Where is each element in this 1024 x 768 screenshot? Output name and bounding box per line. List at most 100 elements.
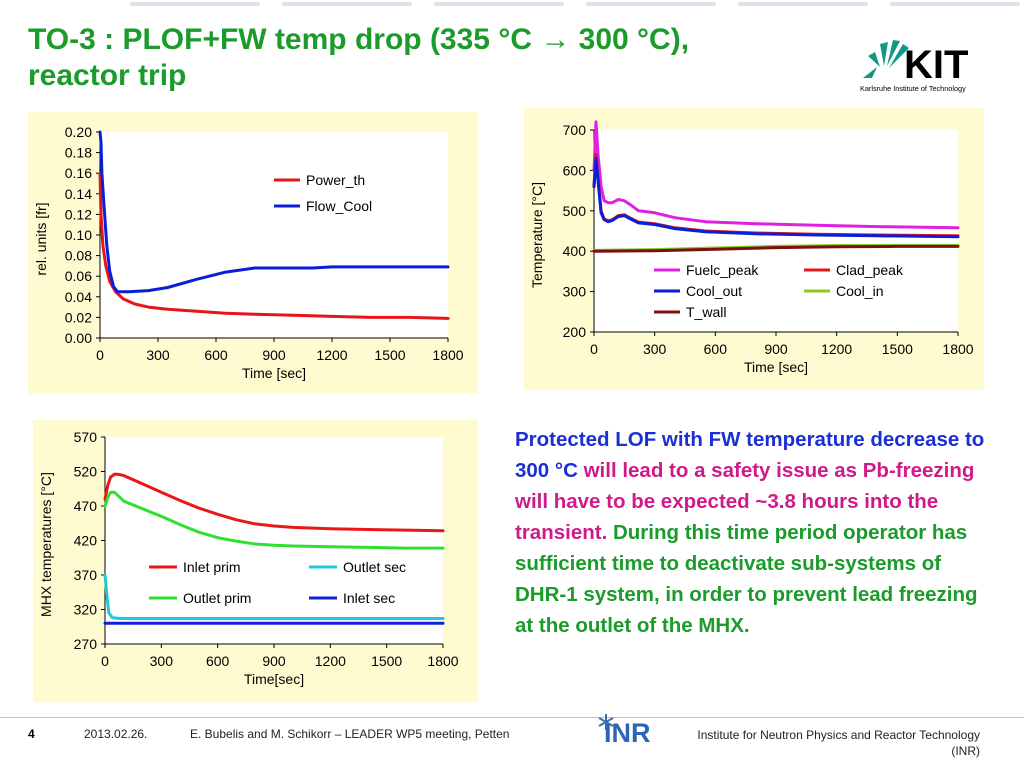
x-axis-label: Time [sec] xyxy=(744,359,808,375)
mhx-temperature-chart: 270 320 370 420 470 520 570 0 300 600 900 1200 1500 1… xyxy=(38,429,459,687)
kit-logo-subtitle: Karlsruhe Institute of Technology xyxy=(860,84,966,93)
kit-logo-text: KIT xyxy=(904,43,968,87)
y-tick-label: 300 xyxy=(563,284,587,300)
footer-divider xyxy=(0,717,1024,718)
y-tick-label: 600 xyxy=(563,162,587,178)
y-tick-label: 0.08 xyxy=(65,248,92,264)
chart-panel-temperature: 200 300 400 500 600 700 0 300 600 900 1200 1500 1800… xyxy=(524,108,984,390)
x-tick-label: 600 xyxy=(704,341,728,357)
y-tick-label: 0.06 xyxy=(65,268,92,284)
legend-label: Fuelc_peak xyxy=(686,262,759,278)
x-tick-label: 1800 xyxy=(427,653,458,669)
y-tick-label: 0.12 xyxy=(65,206,92,222)
conclusion-part-1: Protected LOF with FW temperature decrea… xyxy=(515,428,985,482)
x-tick-label: 1200 xyxy=(315,653,346,669)
legend-label: Cool_out xyxy=(686,283,742,299)
snowflake-icon xyxy=(598,714,614,730)
x-tick-label: 300 xyxy=(643,341,667,357)
x-tick-label: 1500 xyxy=(374,347,405,363)
x-tick-label: 0 xyxy=(101,653,109,669)
power-flow-chart: 0.00 0.02 0.04 0.06 0.08 0.10 0.12 0.14 0.16 0.18… xyxy=(33,124,464,381)
legend-label: T_wall xyxy=(686,304,726,320)
plot-area xyxy=(105,437,443,644)
institute-line-2: (INR) xyxy=(951,744,980,758)
footer-date: 2013.02.26. xyxy=(84,727,148,741)
x-tick-label: 600 xyxy=(204,347,228,363)
legend-label: Inlet prim xyxy=(183,559,241,575)
plot-area xyxy=(594,130,958,332)
y-tick-label: 200 xyxy=(563,324,587,340)
conclusion-part-2: will lead to a safety issue as Pb-freezi… xyxy=(515,459,975,544)
x-tick-label: 1800 xyxy=(432,347,463,363)
legend-label: Clad_peak xyxy=(836,262,904,278)
y-tick-label: 570 xyxy=(74,429,98,445)
y-tick-label: 500 xyxy=(563,203,587,219)
legend-label: Flow_Cool xyxy=(306,198,372,214)
legend-label: Outlet prim xyxy=(183,590,251,606)
x-axis-label: Time [sec] xyxy=(242,365,306,381)
y-tick-label: 0.02 xyxy=(65,309,92,325)
y-tick-label: 520 xyxy=(74,464,98,480)
title-line-2: reactor trip xyxy=(28,59,187,92)
institute-line-1: Institute for Neutron Physics and Reacto… xyxy=(697,728,980,742)
inr-logo-text: INR xyxy=(604,718,651,746)
x-tick-label: 900 xyxy=(262,653,286,669)
chart-panel-power-flow: 0.00 0.02 0.04 0.06 0.08 0.10 0.12 0.14 0.16 0.18… xyxy=(28,112,478,394)
series-line-outlet-prim xyxy=(103,490,445,550)
y-tick-label: 0.16 xyxy=(65,165,92,181)
y-tick-label: 420 xyxy=(74,533,98,549)
series-line-cool-out xyxy=(592,156,960,239)
y-tick-label: 320 xyxy=(74,602,98,618)
top-decoration xyxy=(0,0,1024,8)
conclusion-part-3: During this time period operator has suf… xyxy=(515,521,978,637)
kit-logo: KIT Karlsruhe Institute of Technology xyxy=(860,40,968,93)
slide-title: TO-3 : PLOF+FW temp drop (335 °C → 300 °… xyxy=(28,22,828,94)
footer-institute: Institute for Neutron Physics and Reacto… xyxy=(640,727,980,759)
y-tick-label: 0.10 xyxy=(65,227,92,243)
legend-label: Power_th xyxy=(306,172,365,188)
y-tick-label: 370 xyxy=(74,567,98,583)
y-axis-label: MHX temperatures [°C] xyxy=(38,472,54,617)
legend-label: Inlet sec xyxy=(343,590,395,606)
y-tick-label: 470 xyxy=(74,498,98,514)
plot-area xyxy=(100,132,448,338)
y-tick-label: 270 xyxy=(74,636,98,652)
x-tick-label: 300 xyxy=(146,347,170,363)
page-number: 4 xyxy=(28,727,35,741)
legend-label: Cool_in xyxy=(836,283,883,299)
x-tick-label: 600 xyxy=(206,653,230,669)
chart-panel-mhx: 270 320 370 420 470 520 570 0 300 600 900 1200 1500 1… xyxy=(33,420,478,702)
x-tick-label: 900 xyxy=(262,347,286,363)
x-tick-label: 1500 xyxy=(371,653,402,669)
y-tick-label: 0.04 xyxy=(65,289,92,305)
legend-label: Outlet sec xyxy=(343,559,406,575)
x-tick-label: 1800 xyxy=(942,341,973,357)
footer-authors: E. Bubelis and M. Schikorr – LEADER WP5 … xyxy=(190,727,510,741)
y-tick-label: 0.18 xyxy=(65,145,92,161)
x-tick-label: 300 xyxy=(150,653,174,669)
x-tick-label: 1200 xyxy=(316,347,347,363)
series-line-flow-cool xyxy=(98,130,450,294)
y-tick-label: 700 xyxy=(563,122,587,138)
y-axis-label: rel. units [fr] xyxy=(33,202,49,275)
conclusion-text: Protected LOF with FW temperature decrea… xyxy=(515,424,995,641)
series-line-power-th xyxy=(98,171,450,320)
y-axis-label: Temperature [°C] xyxy=(529,182,545,288)
series-line-t-wall xyxy=(592,244,960,253)
x-tick-label: 1200 xyxy=(821,341,852,357)
y-tick-label: 0.20 xyxy=(65,124,92,140)
series-line-outlet-sec xyxy=(103,573,445,620)
x-tick-label: 0 xyxy=(96,347,104,363)
y-tick-label: 0.00 xyxy=(65,330,92,346)
series-line-fuelc-peak xyxy=(592,120,960,230)
y-tick-label: 0.14 xyxy=(65,186,92,202)
x-axis-label: Time[sec] xyxy=(244,671,304,687)
x-tick-label: 1500 xyxy=(882,341,913,357)
x-tick-label: 900 xyxy=(764,341,788,357)
kit-logo-fan xyxy=(863,40,909,78)
title-line-1: TO-3 : PLOF+FW temp drop (335 °C → 300 °… xyxy=(28,23,690,56)
series-line-inlet-prim xyxy=(103,472,445,533)
temperature-chart: 200 300 400 500 600 700 0 300 600 900 1200 1500 1800… xyxy=(529,120,974,375)
y-tick-label: 400 xyxy=(563,243,587,259)
x-tick-label: 0 xyxy=(590,341,598,357)
